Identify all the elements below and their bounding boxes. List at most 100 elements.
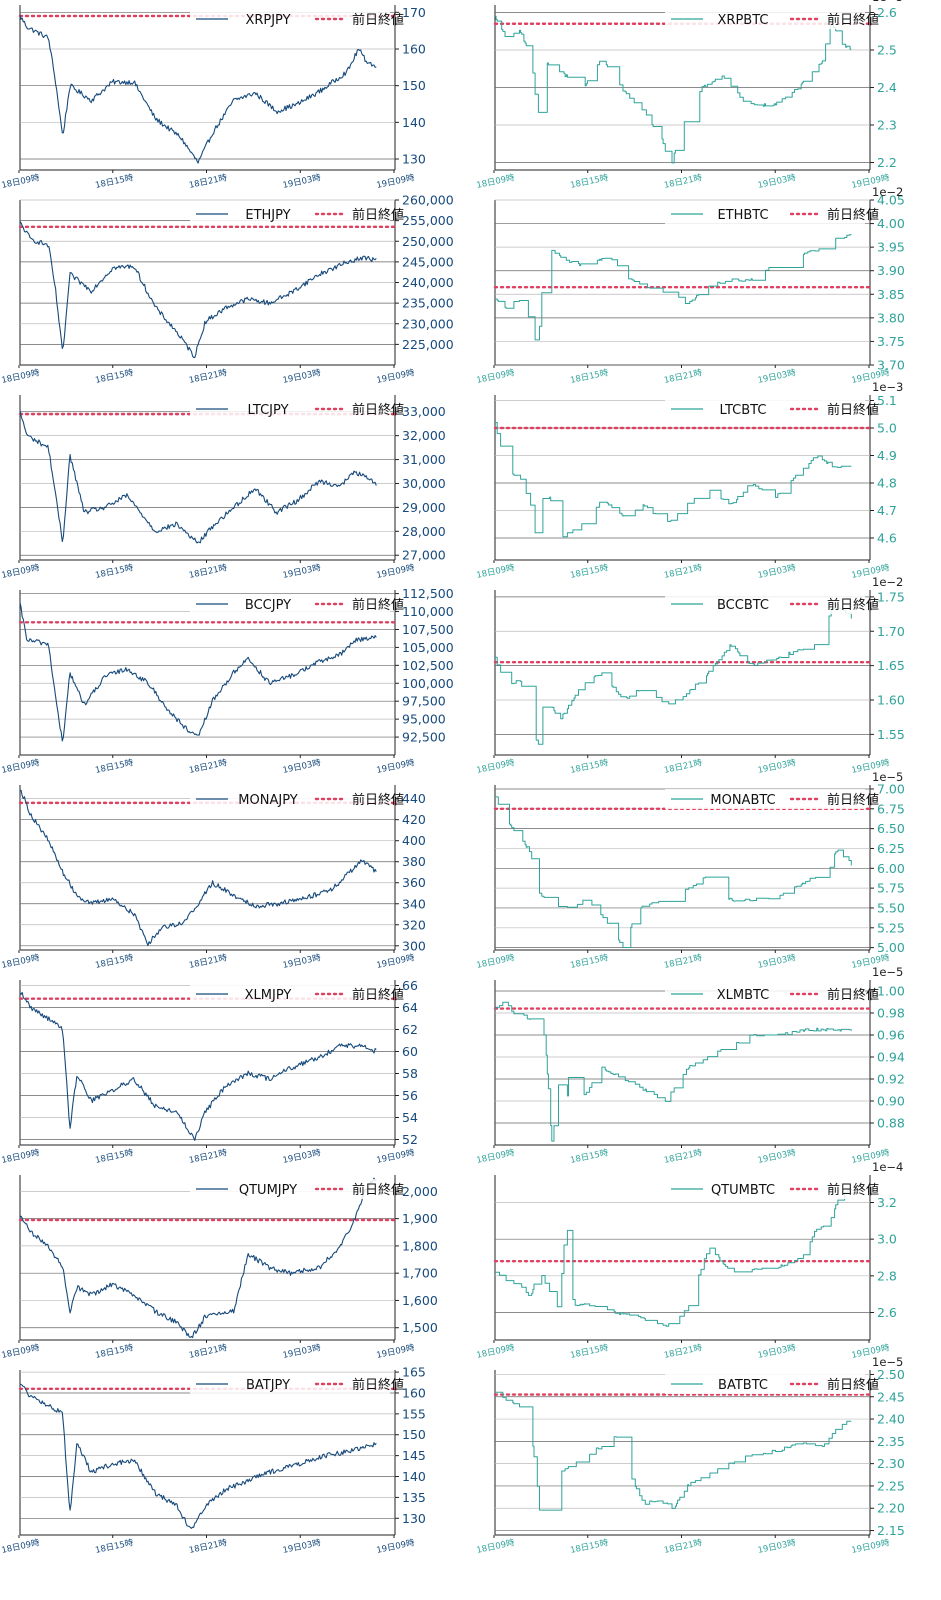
y-exponent-label: 1e−2 xyxy=(872,185,903,199)
chart-svg: 130 135 140 145 150 155 160 165 18日09時 18日15時 18日2… xyxy=(1,1365,426,1556)
y-tick-label: 97,500 xyxy=(402,694,446,709)
legend-series-label: BCCJPY xyxy=(245,598,291,613)
x-tick-label: 19日09時 xyxy=(376,1538,416,1556)
legend-prev-close-label: 前日終値 xyxy=(827,12,879,28)
x-tick-label: 19日03時 xyxy=(757,953,797,971)
y-tick-label: 2.8 xyxy=(877,1268,897,1283)
y-tick-label: 4.05 xyxy=(877,193,905,208)
axes-frame xyxy=(494,1175,871,1341)
x-tick-label: 18日09時 xyxy=(476,563,516,581)
x-tick-label: 19日09時 xyxy=(376,173,416,191)
y-tick-label: 110,000 xyxy=(402,604,454,619)
legend-background xyxy=(190,9,390,29)
y-tick-label: 27,000 xyxy=(402,548,446,563)
chart-svg: 4.6 4.7 4.8 4.9 5.0 5.11e−3 18日09時 18日15時 18日21時… xyxy=(476,380,904,581)
y-tick-label: 2.25 xyxy=(877,1478,905,1493)
chart-svg: 0.88 0.90 0.92 0.94 0.96 0.98 1.00 1e−5 18日09時 18… xyxy=(476,965,905,1166)
x-tick-label: 19日03時 xyxy=(282,953,322,971)
chart-panel-qtumjpy: 1,500 1,600 1,700 1,800 1,900 2,000 18日09時 18日1… xyxy=(0,1170,470,1368)
legend-background xyxy=(665,399,865,419)
y-tick-label: 56 xyxy=(402,1088,418,1103)
x-tick-label: 18日09時 xyxy=(476,1148,516,1166)
legend-background xyxy=(665,594,865,614)
y-tick-label: 2.6 xyxy=(877,1305,897,1320)
x-tick-label: 18日09時 xyxy=(476,1343,516,1361)
y-tick-label: 230,000 xyxy=(402,316,454,331)
x-tick-label: 18日15時 xyxy=(94,758,134,776)
legend-prev-close-label: 前日終値 xyxy=(827,402,879,418)
x-tick-label: 18日09時 xyxy=(1,758,41,776)
x-tick-label: 18日21時 xyxy=(663,1343,703,1361)
y-tick-label: 95,000 xyxy=(402,712,446,727)
axes-frame xyxy=(494,200,871,366)
x-tick-label: 18日15時 xyxy=(569,1343,609,1361)
legend: QTUMBTC 前日終値 xyxy=(665,1179,879,1199)
chart-panel-monajpy: 300 320 340 360 380 400 420 440 18日09時 18日15時 18日2… xyxy=(0,780,470,978)
legend-background xyxy=(665,1374,865,1394)
legend-prev-close-label: 前日終値 xyxy=(827,792,879,808)
y-tick-label: 2.2 xyxy=(877,155,897,170)
chart-panel-ethjpy: 225,000 230,000 235,000 240,000 245,000 250,0… xyxy=(0,193,470,393)
legend-background xyxy=(190,1374,390,1394)
y-tick-label: 60 xyxy=(402,1044,418,1059)
axes-frame xyxy=(19,395,396,561)
legend: XRPJPY 前日終値 xyxy=(190,9,404,29)
x-tick-label: 18日21時 xyxy=(663,1148,703,1166)
x-tick-label: 19日03時 xyxy=(757,563,797,581)
y-tick-label: 130 xyxy=(402,152,426,167)
y-tick-label: 235,000 xyxy=(402,296,454,311)
chart-panel-ethbtc: 3.70 3.75 3.80 3.85 3.90 3.95 4.00 4.05 1e−2 18日0… xyxy=(475,185,941,393)
y-tick-label: 1.55 xyxy=(877,727,905,742)
y-tick-label: 54 xyxy=(402,1110,418,1125)
legend: XLMBTC 前日終値 xyxy=(665,984,879,1004)
chart-panel-ltcbtc: 4.6 4.7 4.8 4.9 5.0 5.1 1e−3 18日09時 18日15時 18日21時… xyxy=(475,380,941,588)
series-line-ethjpy xyxy=(19,220,377,359)
y-tick-label: 1.00 xyxy=(877,984,905,999)
chart-svg: 1,500 1,600 1,700 1,800 1,900 2,000 18日09時 18日1… xyxy=(1,1175,438,1361)
x-tick-label: 19日03時 xyxy=(282,368,322,386)
y-tick-label: 255,000 xyxy=(402,213,454,228)
chart-svg: 27,000 28,000 29,000 30,000 31,000 32,000 33,0… xyxy=(1,395,446,581)
axes-frame xyxy=(19,590,396,756)
y-tick-label: 52 xyxy=(402,1132,418,1147)
y-exponent-label: 1e−5 xyxy=(872,0,903,4)
y-tick-label: 4.9 xyxy=(877,448,897,463)
x-tick-label: 18日21時 xyxy=(188,368,228,386)
y-tick-label: 1.70 xyxy=(877,624,905,639)
y-tick-label: 140 xyxy=(402,115,426,130)
legend-series-label: XRPJPY xyxy=(245,13,290,28)
chart-panel-bccjpy: 92,500 95,000 97,500 100,000 102,500 105,000 1… xyxy=(0,585,470,783)
chart-panel-xlmbtc: 0.88 0.90 0.92 0.94 0.96 0.98 1.00 1e−5 18日09時 18… xyxy=(475,965,941,1173)
y-tick-label: 6.00 xyxy=(877,861,905,876)
legend-series-label: XLMBTC xyxy=(717,988,770,1003)
x-tick-label: 19日03時 xyxy=(282,173,322,191)
y-tick-label: 300 xyxy=(402,938,426,953)
y-tick-label: 92,500 xyxy=(402,730,446,745)
y-tick-label: 112,500 xyxy=(402,586,454,601)
y-tick-label: 2.3 xyxy=(877,118,897,133)
y-tick-label: 145 xyxy=(402,1448,426,1463)
legend-prev-close-label: 前日終値 xyxy=(352,792,404,808)
y-tick-label: 5.50 xyxy=(877,900,905,915)
y-tick-label: 380 xyxy=(402,854,426,869)
y-tick-label: 440 xyxy=(402,791,426,806)
y-tick-label: 3.85 xyxy=(877,287,905,302)
y-tick-label: 240,000 xyxy=(402,275,454,290)
x-tick-label: 18日15時 xyxy=(569,173,609,191)
y-tick-label: 102,500 xyxy=(402,658,454,673)
legend-series-label: XLMJPY xyxy=(245,988,292,1003)
x-tick-label: 18日09時 xyxy=(1,563,41,581)
x-tick-label: 18日21時 xyxy=(663,1538,703,1556)
legend-background xyxy=(665,1179,865,1199)
chart-svg: 5.00 5.25 5.50 5.75 6.00 6.25 6.50 6.75 7.001e−5… xyxy=(476,770,905,971)
axes-frame xyxy=(19,1370,396,1536)
legend-series-label: QTUMBTC xyxy=(711,1183,775,1198)
y-tick-label: 2.50 xyxy=(877,1367,905,1382)
y-tick-label: 3.0 xyxy=(877,1232,897,1247)
y-tick-label: 250,000 xyxy=(402,234,454,249)
y-tick-label: 0.92 xyxy=(877,1072,905,1087)
legend-series-label: BATJPY xyxy=(246,1378,290,1393)
series-line-xrpjpy xyxy=(19,14,377,164)
y-tick-label: 100,000 xyxy=(402,676,454,691)
